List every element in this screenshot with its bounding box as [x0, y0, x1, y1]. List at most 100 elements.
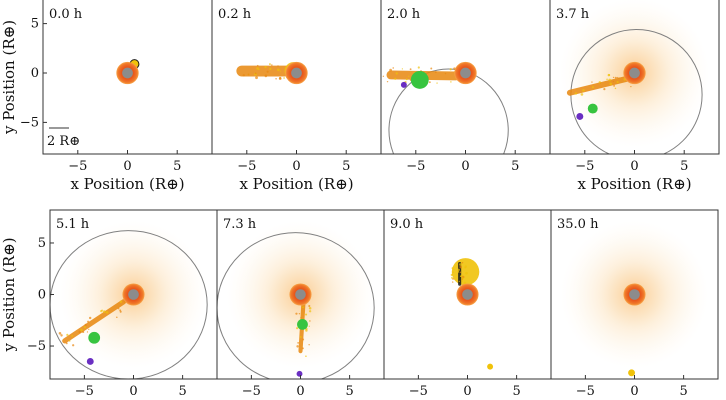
debris-particle — [452, 281, 454, 283]
debris-particle — [296, 345, 299, 348]
debris-particle — [301, 347, 304, 350]
x-tick-label: 5 — [178, 384, 186, 399]
x-tick-label: 5 — [679, 384, 687, 399]
debris-clump — [410, 70, 429, 89]
x-tick-label: 0 — [630, 384, 638, 399]
debris-particle — [461, 262, 464, 264]
time-label: 5.1 h — [56, 217, 90, 232]
debris-particle — [88, 328, 90, 331]
debris-particle — [401, 68, 404, 70]
x-tick-label: −5 — [575, 159, 594, 174]
debris-particle — [275, 77, 277, 80]
x-axis-label: x Position (R⊕) — [70, 175, 184, 193]
debris-particle — [464, 266, 467, 269]
debris-particle — [279, 70, 281, 72]
debris-particle — [614, 76, 617, 79]
debris-particle — [84, 323, 87, 326]
debris-particle — [277, 68, 280, 72]
debris-particle — [300, 317, 302, 319]
debris-particle — [395, 72, 398, 75]
debris-particle — [309, 320, 311, 322]
debris-particle — [298, 313, 301, 315]
plot-area — [50, 220, 208, 379]
debris-particle — [308, 307, 312, 310]
panel-6: −5 0 5 7.3 h — [216, 209, 385, 399]
panel-2: −5 0 5 0.2 h — [211, 0, 382, 174]
debris-particle — [302, 306, 305, 309]
x-tick-label: −5 — [406, 159, 425, 174]
panel-4: −5 0 5 3.7 h — [549, 0, 720, 174]
debris-particle — [570, 90, 572, 93]
debris-particle — [86, 331, 89, 333]
plot-area — [217, 220, 375, 379]
x-tick-label: 5 — [512, 384, 520, 399]
debris-particle — [71, 334, 74, 337]
time-label: 7.3 h — [223, 217, 257, 232]
debris-particle — [277, 65, 279, 67]
debris-particle — [254, 72, 257, 75]
debris-particle — [297, 341, 300, 344]
debris-particle — [266, 70, 269, 73]
debris-particle — [457, 268, 460, 272]
time-label: 3.7 h — [556, 7, 590, 22]
debris-clump — [297, 318, 308, 330]
debris-particle — [308, 304, 311, 308]
debris-particle — [465, 271, 468, 275]
debris-particle — [278, 77, 282, 80]
debris-particle — [256, 64, 259, 67]
debris-particle — [304, 313, 308, 316]
debris-particle — [430, 67, 433, 70]
debris-particle — [580, 93, 584, 96]
debris-particle — [382, 75, 385, 78]
plot-area — [236, 61, 308, 85]
orbit-ellipse — [388, 68, 509, 154]
y-tick-label: −5 — [20, 115, 39, 130]
debris-particle — [119, 310, 122, 313]
debris-particle — [609, 82, 613, 86]
debris-particle — [434, 71, 437, 74]
debris-particle — [66, 333, 69, 336]
debris-particle — [242, 74, 245, 77]
y-tick-label: 5 — [31, 17, 39, 32]
time-label: 9.0 h — [390, 217, 424, 232]
debris-particle — [394, 77, 397, 80]
debris-particle — [68, 339, 71, 342]
x-tick-label: 5 — [342, 159, 350, 174]
debris-particle — [308, 344, 310, 346]
x-tick-label: 5 — [345, 384, 353, 399]
x-tick-label: 0 — [296, 384, 304, 399]
debris-clump — [88, 331, 101, 344]
x-tick-label: −5 — [237, 159, 256, 174]
debris-particle — [72, 344, 75, 347]
debris-particle — [591, 86, 594, 89]
debris-particle — [616, 76, 619, 79]
x-tick-label: 0 — [630, 159, 638, 174]
debris-particle — [630, 85, 632, 88]
debris-particle — [264, 65, 267, 69]
debris-particle — [305, 355, 307, 358]
debris-particle — [255, 76, 258, 80]
debris-particle — [608, 73, 611, 76]
x-tick-label: 0 — [292, 159, 300, 174]
debris-particle — [459, 265, 463, 269]
debris-particle — [616, 81, 619, 84]
orbit-ellipse — [217, 232, 375, 379]
debris-particle — [105, 311, 109, 314]
y-axis-label: y Position (R⊕) — [0, 237, 18, 352]
debris-stream — [62, 299, 127, 344]
time-label: 2.0 h — [387, 7, 421, 22]
debris-particle — [409, 68, 412, 71]
debris-particle — [450, 81, 452, 83]
debris-particle — [614, 87, 617, 90]
plot-area — [560, 220, 709, 377]
debris-clump — [628, 369, 635, 377]
panel-5: −5 0 5 −5 0 5 5.1 h — [27, 209, 218, 399]
debris-particle — [88, 316, 92, 320]
planet-core — [295, 289, 306, 300]
time-label: 35.0 h — [557, 217, 599, 232]
planet-core — [462, 289, 473, 300]
debris-particle — [591, 81, 593, 83]
debris-particle — [247, 73, 250, 76]
debris-clump — [576, 112, 584, 120]
